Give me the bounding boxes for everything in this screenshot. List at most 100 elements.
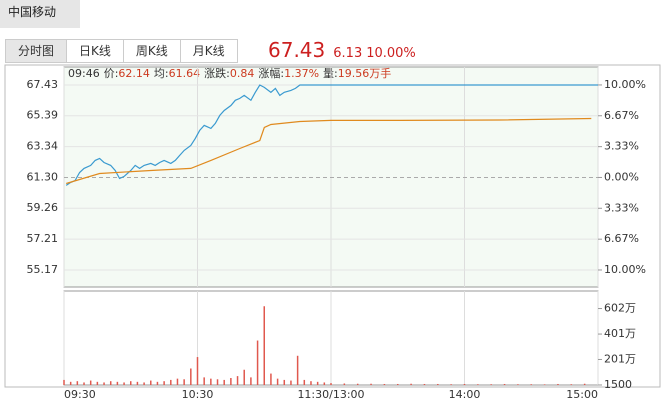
volume-bar (296, 355, 299, 385)
volume-bar (543, 384, 546, 385)
volume-bar (383, 383, 386, 385)
volume-bar (370, 383, 372, 385)
change-pct: 10.00% (366, 46, 416, 61)
volume-bar (236, 376, 239, 385)
volume-bar (116, 381, 119, 385)
x-tick-label: 14:00 (449, 388, 481, 401)
volume-bar (316, 381, 319, 385)
volume-bar (156, 381, 159, 385)
volume-bar (150, 380, 152, 385)
volume-bar (330, 383, 332, 385)
stock-name[interactable]: 中国移动 (0, 0, 80, 28)
volume-bar (230, 378, 232, 385)
info-line: 09:46 价:62.14 均:61.64 涨跌:0.84 涨幅:1.37% 量:19.5… (68, 66, 391, 80)
volume-bar (250, 377, 252, 385)
volume-bar (190, 368, 192, 385)
y2-tick-label: 10.00% (604, 78, 646, 91)
volume-bar (477, 384, 479, 385)
volume-bar (517, 384, 519, 385)
volume-bar (89, 380, 92, 385)
volume-bar (270, 373, 272, 385)
volume-bar (263, 306, 265, 385)
quote: 67.43 6.13 10.00% (268, 38, 420, 62)
y-tick-label: 57.21 (27, 232, 59, 245)
y2-tick-label: 3.33% (604, 201, 639, 214)
volume-bar (176, 378, 179, 385)
y2-tick-label: 0.00% (604, 170, 639, 183)
price: 67.43 (268, 38, 326, 62)
volume-bar (343, 383, 346, 385)
volume-bar (103, 382, 105, 385)
volume-bar (463, 383, 466, 385)
volume-bar (183, 379, 185, 385)
volume-bar (243, 369, 245, 385)
x-tick-label: 10:30 (182, 388, 214, 401)
volume-bar (76, 381, 79, 385)
volume-bar (109, 381, 112, 385)
y2-tick-label: 401万 (604, 327, 636, 340)
price-line (66, 117, 592, 185)
y-tick-label: 65.39 (27, 109, 59, 122)
change: 6.13 (333, 46, 363, 61)
volume-bar (163, 381, 165, 385)
volume-bar (570, 384, 573, 385)
volume-bar (143, 382, 145, 385)
volume-bar (410, 383, 412, 385)
price-line (65, 84, 598, 186)
x-tick-label: 09:30 (64, 388, 96, 401)
info-value: 61.64 (169, 67, 201, 80)
volume-bar (216, 379, 219, 385)
tab[interactable]: 日K线 (66, 39, 124, 63)
y2-tick-label: 10.00% (604, 263, 646, 276)
volume-bar (256, 340, 259, 385)
y2-tick-label: 3.33% (604, 140, 639, 153)
volume-bar (83, 382, 85, 385)
volume-bar (276, 378, 279, 385)
y2-tick-label: 6.67% (604, 232, 639, 245)
info-time: 09:46 (68, 67, 100, 80)
volume-bar (583, 383, 586, 385)
volume-bar (557, 383, 559, 385)
volume-bar (530, 384, 532, 385)
info-label: 量: (323, 67, 338, 80)
y2-tick-label: 1500 (604, 378, 632, 391)
volume-bar (136, 381, 139, 385)
info-value: 0.84 (230, 67, 255, 80)
y-tick-label: 55.17 (27, 263, 59, 276)
y-tick-label: 59.26 (27, 201, 59, 214)
volume-bar (170, 379, 172, 385)
volume-bar (450, 384, 452, 385)
y-tick-label: 63.34 (27, 140, 59, 153)
x-tick-label: 11:30/13:00 (297, 388, 364, 401)
volume-bar (423, 383, 426, 385)
volume-bar (130, 381, 132, 385)
chart-frame (4, 64, 661, 388)
info-label: 均: (154, 67, 169, 80)
volume-bar (123, 382, 125, 385)
volume-bar (303, 379, 306, 385)
info-label: 涨幅: (258, 67, 284, 80)
volume-bar (323, 382, 326, 385)
volume-bar (196, 357, 199, 385)
volume-bar (503, 383, 506, 385)
volume-bar (356, 383, 359, 385)
volume-bar (96, 381, 99, 385)
y-tick-label: 67.43 (27, 78, 59, 91)
info-label: 涨跌: (204, 66, 230, 80)
tab-bar: 分时图 日K线 周K线 月K线 (5, 39, 238, 63)
tab[interactable]: 分时图 (5, 39, 68, 63)
volume-bar (223, 379, 225, 385)
tab[interactable]: 月K线 (179, 39, 238, 63)
volume-bar (397, 383, 399, 385)
volume-bar (490, 384, 492, 385)
info-value: 1.37% (284, 67, 319, 80)
y2-tick-label: 6.67% (604, 109, 639, 122)
x-tick-label: 15:00 (566, 388, 598, 401)
volume-bar (437, 383, 439, 385)
y-tick-label: 61.30 (27, 170, 59, 183)
info-label: 价: (104, 67, 119, 80)
volume-bar (210, 378, 212, 385)
volume-bar (69, 381, 72, 385)
